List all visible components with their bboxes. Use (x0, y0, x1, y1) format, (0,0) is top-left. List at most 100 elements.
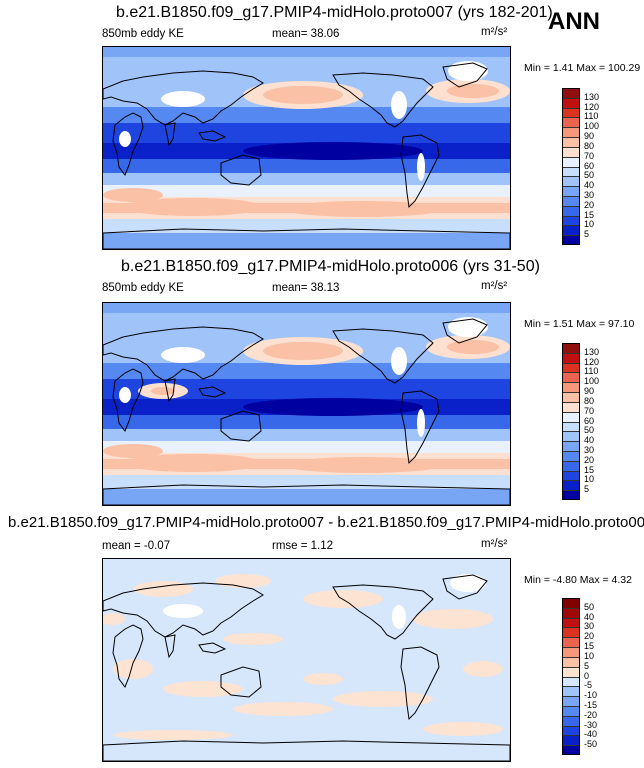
field-blob (283, 201, 443, 217)
colorbar-segment (562, 235, 580, 245)
colorbar-tick-label: 80 (584, 140, 595, 151)
coastline (332, 72, 434, 128)
colorbar-tick-label: 30 (584, 444, 595, 455)
colorbar-tick-label: -15 (584, 699, 598, 710)
colorbar-tick-label: 20 (584, 631, 595, 642)
colorbar-segment (562, 450, 580, 461)
colorbar-segment (562, 705, 580, 716)
colorbar-tick-label: 130 (584, 346, 600, 357)
colorbar-tick-label: 70 (584, 405, 595, 416)
coastline (164, 122, 176, 147)
colorbar-tick-label: -20 (584, 709, 598, 720)
colorbar-tick-label: 100 (584, 376, 600, 387)
colorbar-tick-label: 110 (584, 366, 599, 377)
colorbar-tick-label: 15 (584, 209, 595, 220)
colorbar-segment (562, 666, 580, 677)
colorbar-segment (562, 225, 580, 236)
colorbar-tick-label: 15 (584, 464, 595, 475)
field-blob (417, 153, 425, 181)
field-blob (450, 574, 486, 592)
colorbar-segment (562, 117, 580, 128)
colorbar-tick-label: 60 (584, 160, 595, 171)
coastline (112, 368, 144, 433)
colorbar-tick-label: 10 (584, 474, 595, 485)
panel3-units: m²/s² (481, 538, 508, 550)
coastline (164, 634, 176, 659)
colorbar-segment (562, 460, 580, 471)
field-blob (119, 387, 131, 403)
colorbar-tick-label: 40 (584, 180, 595, 191)
coastline (442, 62, 488, 88)
panel1-variable: 850mb eddy KE (102, 28, 184, 40)
coastline (332, 328, 434, 384)
field-blob (391, 91, 407, 119)
colorbar-tick-label: 40 (584, 435, 595, 446)
colorbar-tick-label: -40 (584, 729, 598, 740)
colorbar-segment (562, 127, 580, 138)
panel2-minmax: Min = 1.51 Max = 97.10 (524, 318, 635, 330)
panel2-units: m²/s² (481, 280, 508, 292)
coastline (103, 70, 264, 126)
coastline (103, 740, 510, 761)
colorbar-segment (562, 421, 580, 432)
coastline (220, 410, 262, 442)
colorbar-segment (562, 186, 580, 196)
colorbar-tick-label: 50 (584, 170, 595, 181)
panel3-rmse: rmse = 1.12 (272, 540, 334, 552)
colorbar-tick-label: 120 (584, 356, 600, 367)
colorbar-segment (562, 470, 580, 481)
field-band (103, 123, 510, 143)
colorbar-segment (562, 176, 580, 187)
season-label: ANN (548, 8, 600, 35)
colorbar-segment (562, 480, 580, 491)
coastline (198, 642, 227, 654)
colorbar-tick-label: 80 (584, 395, 595, 406)
panel3-map (102, 558, 511, 762)
field-blob (163, 604, 203, 618)
field-blob (333, 691, 433, 707)
panel1-minmax: Min = 1.41 Max = 100.29 (524, 62, 641, 74)
colorbar-segment (562, 441, 580, 451)
panel2-title: b.e21.B1850.f09_g17.PMIP4-midHolo.proto0… (121, 258, 540, 275)
field-band (103, 159, 510, 173)
coastline (112, 624, 144, 689)
colorbar-tick-label: 130 (584, 91, 600, 102)
colorbar-segment (562, 166, 580, 177)
panel2-variable: 850mb eddy KE (102, 282, 184, 294)
field-blob (263, 86, 343, 104)
colorbar-tick-label: 5 (584, 229, 590, 240)
field-blob (113, 659, 153, 679)
coastline (112, 112, 144, 177)
colorbar-tick-label: 20 (584, 199, 595, 210)
panel1-mean: mean= 38.06 (272, 28, 340, 40)
field-blob (447, 84, 499, 98)
colorbar-segment (562, 352, 580, 363)
field-blob (119, 131, 131, 147)
colorbar-segment (562, 411, 580, 422)
colorbar-tick-label: -10 (584, 690, 598, 701)
colorbar-tick-label: 15 (584, 641, 595, 652)
colorbar-segment (562, 401, 580, 412)
field-band (103, 173, 510, 185)
colorbar-segment (562, 97, 580, 108)
field-band (103, 185, 510, 197)
colorbar-tick-label: 30 (584, 189, 595, 200)
colorbar-segment (562, 627, 580, 638)
colorbar-tick-label: 40 (584, 611, 595, 622)
colorbar-tick-label: -50 (584, 739, 598, 750)
field-blob (423, 722, 503, 736)
colorbar-segment (562, 431, 580, 442)
colorbar-segment (562, 686, 580, 697)
field-blob (151, 387, 175, 395)
panel3-mean: mean = -0.07 (102, 540, 171, 552)
field-band (103, 363, 510, 379)
colorbar-segment (562, 215, 580, 226)
field-blob (448, 61, 488, 81)
colorbar-tick-label: 100 (584, 121, 600, 132)
colorbar-segment (562, 195, 580, 206)
panel1-map (102, 46, 511, 250)
map-field (103, 303, 510, 505)
panel3-minmax: Min = -4.80 Max = 4.32 (524, 574, 632, 586)
colorbar-segment (562, 205, 580, 216)
colorbar-tick-label: 30 (584, 621, 595, 632)
